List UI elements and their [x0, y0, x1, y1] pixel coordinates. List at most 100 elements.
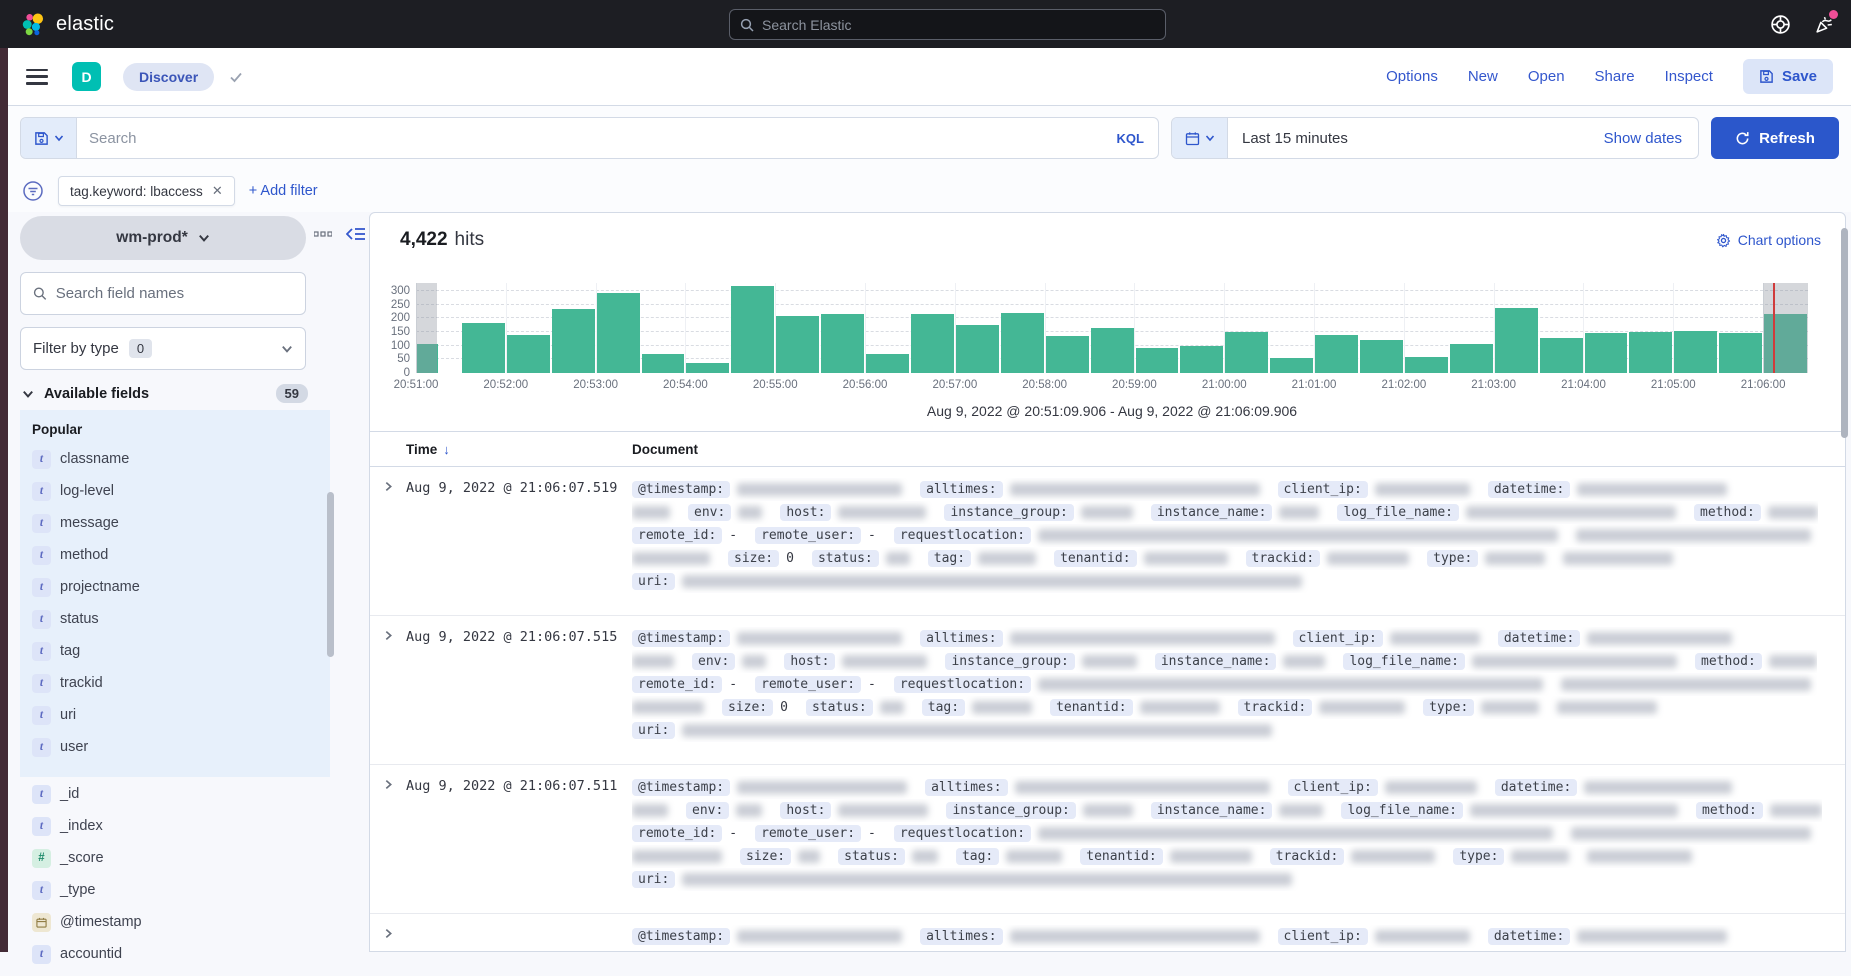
field-label-badge[interactable]: remote_user: [755, 676, 861, 693]
chart-options-button[interactable]: Chart options [1716, 232, 1821, 248]
field-item-_type[interactable]: t_type [32, 874, 318, 906]
field-label-badge[interactable]: client_ip: [1288, 779, 1378, 796]
nav-link-inspect[interactable]: Inspect [1665, 68, 1713, 85]
field-label-badge[interactable]: remote_id: [632, 676, 722, 693]
field-label-badge[interactable]: trackid: [1238, 699, 1313, 716]
show-dates-button[interactable]: Show dates [1588, 118, 1698, 158]
elastic-brand[interactable]: elastic [20, 11, 114, 38]
field-label-badge[interactable]: log_file_name: [1343, 653, 1465, 670]
field-label-badge[interactable]: status: [812, 550, 879, 567]
field-label-badge[interactable]: datetime: [1488, 928, 1570, 945]
field-item-trackid[interactable]: ttrackid [32, 667, 318, 699]
field-label-badge[interactable]: tenantid: [1050, 699, 1132, 716]
field-label-badge[interactable]: tag: [928, 550, 971, 567]
nav-link-open[interactable]: Open [1528, 68, 1565, 85]
field-label-badge[interactable]: method: [1695, 653, 1762, 670]
field-label-badge[interactable]: @timestamp: [632, 928, 730, 945]
filter-pill[interactable]: tag.keyword: lbaccess ✕ [58, 176, 235, 206]
field-item-status[interactable]: tstatus [32, 603, 318, 635]
global-search[interactable] [729, 9, 1166, 40]
field-label-badge[interactable]: client_ip: [1278, 928, 1368, 945]
field-label-badge[interactable]: instance_name: [1155, 653, 1277, 670]
field-label-badge[interactable]: instance_name: [1151, 504, 1273, 521]
field-item-uri[interactable]: turi [32, 699, 318, 731]
field-label-badge[interactable]: host: [780, 504, 831, 521]
field-item-message[interactable]: tmessage [32, 507, 318, 539]
query-input[interactable] [77, 118, 1103, 158]
kql-toggle[interactable]: KQL [1103, 118, 1158, 158]
field-label-badge[interactable]: client_ip: [1278, 481, 1368, 498]
field-label-badge[interactable]: log_file_name: [1341, 802, 1463, 819]
available-fields-toggle[interactable]: Available fields 59 [22, 384, 308, 403]
field-label-badge[interactable]: @timestamp: [632, 481, 730, 498]
global-search-input[interactable] [762, 17, 1155, 33]
expand-row-icon[interactable] [370, 776, 406, 901]
breadcrumb[interactable]: Discover [123, 63, 214, 91]
field-label-badge[interactable]: type: [1423, 699, 1474, 716]
field-search[interactable] [20, 272, 306, 315]
field-label-badge[interactable]: remote_user: [755, 825, 861, 842]
expand-row-icon[interactable] [370, 925, 406, 952]
field-item-tag[interactable]: ttag [32, 635, 318, 667]
menu-icon[interactable] [26, 69, 48, 85]
field-label-badge[interactable]: alltimes: [925, 779, 1007, 796]
field-label-badge[interactable]: tag: [922, 699, 965, 716]
discover-app-badge[interactable]: D [72, 62, 101, 91]
field-label-badge[interactable]: @timestamp: [632, 630, 730, 647]
field-label-badge[interactable]: trackid: [1270, 848, 1345, 865]
field-label-badge[interactable]: host: [780, 802, 831, 819]
field-label-badge[interactable]: instance_group: [946, 802, 1075, 819]
field-label-badge[interactable]: status: [838, 848, 905, 865]
nav-link-new[interactable]: New [1468, 68, 1498, 85]
filter-by-type[interactable]: Filter by type 0 [20, 327, 306, 370]
refresh-button[interactable]: Refresh [1711, 117, 1839, 159]
field-item-log-level[interactable]: tlog-level [32, 475, 318, 507]
expand-row-icon[interactable] [370, 478, 406, 603]
field-item-classname[interactable]: tclassname [32, 443, 318, 475]
field-label-badge[interactable]: alltimes: [920, 630, 1002, 647]
field-label-badge[interactable]: remote_user: [755, 527, 861, 544]
add-filter-button[interactable]: + Add filter [249, 183, 318, 199]
field-label-badge[interactable]: alltimes: [920, 928, 1002, 945]
field-item-_score[interactable]: #_score [32, 842, 318, 874]
field-item-@timestamp[interactable]: @timestamp [32, 906, 318, 938]
field-label-badge[interactable]: instance_group: [945, 653, 1074, 670]
index-pattern-selector[interactable]: wm-prod* [20, 216, 306, 260]
field-label-badge[interactable]: remote_id: [632, 527, 722, 544]
time-column-header[interactable]: Time ↓ [406, 442, 632, 457]
nav-link-share[interactable]: Share [1595, 68, 1635, 85]
nav-link-options[interactable]: Options [1386, 68, 1438, 85]
field-item-_index[interactable]: t_index [32, 810, 318, 842]
date-picker-button[interactable] [1172, 118, 1228, 158]
field-label-badge[interactable]: type: [1453, 848, 1504, 865]
field-label-badge[interactable]: type: [1427, 550, 1478, 567]
main-scrollbar[interactable] [1841, 228, 1848, 438]
field-label-badge[interactable]: size: [740, 848, 791, 865]
field-label-badge[interactable]: trackid: [1246, 550, 1321, 567]
field-label-badge[interactable]: log_file_name: [1337, 504, 1459, 521]
field-label-badge[interactable]: env: [686, 802, 729, 819]
newsfeed-icon[interactable] [1813, 13, 1835, 35]
hits-histogram[interactable]: 050100150200250300 20:51:0020:52:0020:53… [416, 283, 1808, 407]
save-button[interactable]: Save [1743, 59, 1833, 94]
field-label-badge[interactable]: size: [728, 550, 779, 567]
field-item-method[interactable]: tmethod [32, 539, 318, 571]
field-label-badge[interactable]: tag: [956, 848, 999, 865]
field-label-badge[interactable]: datetime: [1488, 481, 1570, 498]
sidebar-scrollbar[interactable] [327, 492, 334, 657]
field-label-badge[interactable]: host: [784, 653, 835, 670]
field-label-badge[interactable]: @timestamp: [632, 779, 730, 796]
field-label-badge[interactable]: method: [1696, 802, 1763, 819]
field-label-badge[interactable]: uri: [632, 573, 675, 590]
boxes-horizontal-icon[interactable] [314, 231, 332, 237]
time-range-value[interactable]: Last 15 minutes [1228, 118, 1588, 158]
field-label-badge[interactable]: requestlocation: [894, 825, 1031, 842]
saved-queries-button[interactable] [21, 118, 77, 158]
expand-row-icon[interactable] [370, 627, 406, 752]
remove-filter-icon[interactable]: ✕ [212, 183, 223, 199]
field-label-badge[interactable]: client_ip: [1293, 630, 1383, 647]
field-item-_id[interactable]: t_id [32, 778, 318, 810]
field-item-user[interactable]: tuser [32, 731, 318, 763]
field-label-badge[interactable]: alltimes: [920, 481, 1002, 498]
filter-icon[interactable] [22, 180, 44, 202]
